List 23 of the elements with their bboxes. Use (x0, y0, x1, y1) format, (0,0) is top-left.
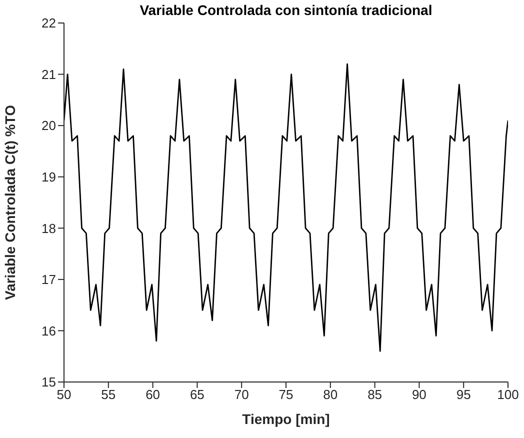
x-tick-label: 60 (146, 387, 160, 402)
x-tick-label: 75 (278, 387, 294, 402)
x-tick-label: 100 (497, 387, 519, 402)
y-tick-label: 22 (42, 16, 56, 31)
chart-title: Variable Controlada con sintonía tradicional (138, 2, 434, 18)
y-tick-label: 16 (42, 323, 56, 338)
x-tick-label: 70 (234, 387, 249, 402)
y-tick-label: 15 (42, 374, 56, 390)
x-axis-title: Tiempo [min] (242, 411, 330, 427)
x-tick-label: 55 (101, 387, 116, 402)
y-tick-label: 19 (42, 169, 56, 184)
y-tick-label: 17 (42, 272, 56, 288)
x-tick-label: 90 (412, 387, 426, 402)
y-tick-label: 20 (42, 118, 56, 134)
x-tick-label: 95 (456, 387, 471, 402)
x-tick-label: 80 (323, 387, 338, 402)
x-tick-label: 50 (56, 387, 72, 402)
x-tick-label: 65 (190, 387, 204, 402)
x-tick-label: 85 (368, 387, 382, 402)
y-axis-title: Variable Controlada C(t) %TO (2, 104, 18, 300)
line-series (64, 63, 508, 352)
y-tick-label: 18 (42, 220, 56, 236)
y-tick-label: 21 (42, 66, 56, 82)
